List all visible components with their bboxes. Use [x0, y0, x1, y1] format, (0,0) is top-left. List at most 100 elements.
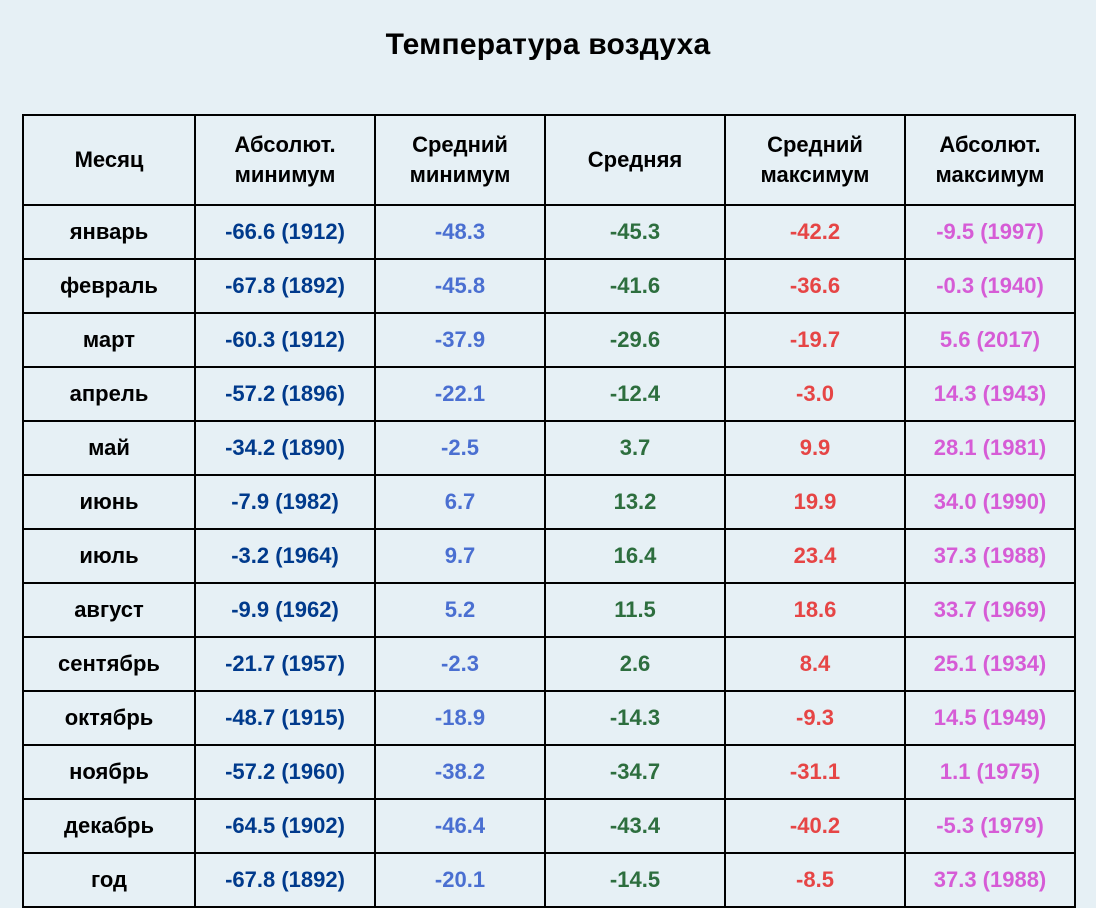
cell-month: июль [23, 529, 195, 583]
cell-month: сентябрь [23, 637, 195, 691]
table-row: май-34.2 (1890)-2.53.79.928.1 (1981) [23, 421, 1075, 475]
table-body: январь-66.6 (1912)-48.3-45.3-42.2-9.5 (1… [23, 205, 1075, 907]
cell-avg-min: -37.9 [375, 313, 545, 367]
cell-avg-min: -46.4 [375, 799, 545, 853]
cell-abs-min: -7.9 (1982) [195, 475, 375, 529]
table-row: август-9.9 (1962)5.211.518.633.7 (1969) [23, 583, 1075, 637]
cell-avg: -41.6 [545, 259, 725, 313]
cell-avg-max: -31.1 [725, 745, 905, 799]
cell-abs-min: -48.7 (1915) [195, 691, 375, 745]
cell-avg: -34.7 [545, 745, 725, 799]
cell-abs-max: -5.3 (1979) [905, 799, 1075, 853]
col-avg-min: Среднийминимум [375, 115, 545, 205]
cell-avg-max: -36.6 [725, 259, 905, 313]
table-row: февраль-67.8 (1892)-45.8-41.6-36.6-0.3 (… [23, 259, 1075, 313]
cell-avg: 11.5 [545, 583, 725, 637]
cell-avg: -29.6 [545, 313, 725, 367]
cell-avg: -45.3 [545, 205, 725, 259]
table-row: июль-3.2 (1964)9.716.423.437.3 (1988) [23, 529, 1075, 583]
cell-avg-max: -40.2 [725, 799, 905, 853]
cell-abs-min: -3.2 (1964) [195, 529, 375, 583]
cell-avg: -14.3 [545, 691, 725, 745]
cell-month: март [23, 313, 195, 367]
cell-avg-max: -9.3 [725, 691, 905, 745]
table-row: сентябрь-21.7 (1957)-2.32.68.425.1 (1934… [23, 637, 1075, 691]
cell-month: ноябрь [23, 745, 195, 799]
cell-avg-min: -2.3 [375, 637, 545, 691]
cell-abs-max: 34.0 (1990) [905, 475, 1075, 529]
table-row: апрель-57.2 (1896)-22.1-12.4-3.014.3 (19… [23, 367, 1075, 421]
cell-month: январь [23, 205, 195, 259]
cell-avg: 16.4 [545, 529, 725, 583]
cell-avg-min: 9.7 [375, 529, 545, 583]
cell-avg-min: -22.1 [375, 367, 545, 421]
cell-avg-max: -19.7 [725, 313, 905, 367]
cell-avg-min: -20.1 [375, 853, 545, 907]
table-row: октябрь-48.7 (1915)-18.9-14.3-9.314.5 (1… [23, 691, 1075, 745]
cell-abs-min: -64.5 (1902) [195, 799, 375, 853]
table-row: январь-66.6 (1912)-48.3-45.3-42.2-9.5 (1… [23, 205, 1075, 259]
cell-avg-min: 5.2 [375, 583, 545, 637]
cell-avg-min: -18.9 [375, 691, 545, 745]
cell-avg: 2.6 [545, 637, 725, 691]
cell-month: апрель [23, 367, 195, 421]
cell-abs-min: -57.2 (1896) [195, 367, 375, 421]
cell-abs-max: -9.5 (1997) [905, 205, 1075, 259]
cell-abs-max: 33.7 (1969) [905, 583, 1075, 637]
cell-month: декабрь [23, 799, 195, 853]
cell-month: октябрь [23, 691, 195, 745]
cell-abs-min: -34.2 (1890) [195, 421, 375, 475]
table-row: март-60.3 (1912)-37.9-29.6-19.75.6 (2017… [23, 313, 1075, 367]
cell-abs-max: 1.1 (1975) [905, 745, 1075, 799]
cell-avg-min: -45.8 [375, 259, 545, 313]
cell-avg: 3.7 [545, 421, 725, 475]
cell-month: год [23, 853, 195, 907]
cell-abs-max: 37.3 (1988) [905, 853, 1075, 907]
temperature-table: Месяц Абсолют.минимум Среднийминимум Сре… [22, 114, 1076, 908]
cell-month: май [23, 421, 195, 475]
table-row: год-67.8 (1892)-20.1-14.5-8.537.3 (1988) [23, 853, 1075, 907]
cell-avg-min: -38.2 [375, 745, 545, 799]
cell-month: август [23, 583, 195, 637]
col-abs-min: Абсолют.минимум [195, 115, 375, 205]
cell-avg-max: 9.9 [725, 421, 905, 475]
cell-abs-min: -57.2 (1960) [195, 745, 375, 799]
cell-month: июнь [23, 475, 195, 529]
cell-avg: -43.4 [545, 799, 725, 853]
cell-abs-min: -60.3 (1912) [195, 313, 375, 367]
cell-abs-min: -67.8 (1892) [195, 853, 375, 907]
cell-abs-min: -21.7 (1957) [195, 637, 375, 691]
cell-avg-max: -3.0 [725, 367, 905, 421]
cell-avg-max: 19.9 [725, 475, 905, 529]
cell-avg-max: -42.2 [725, 205, 905, 259]
cell-avg-min: 6.7 [375, 475, 545, 529]
table-row: декабрь-64.5 (1902)-46.4-43.4-40.2-5.3 (… [23, 799, 1075, 853]
cell-abs-max: 14.5 (1949) [905, 691, 1075, 745]
table-header: Месяц Абсолют.минимум Среднийминимум Сре… [23, 115, 1075, 205]
cell-abs-max: 37.3 (1988) [905, 529, 1075, 583]
cell-month: февраль [23, 259, 195, 313]
page-title: Температура воздуха [22, 28, 1074, 62]
table-row: ноябрь-57.2 (1960)-38.2-34.7-31.11.1 (19… [23, 745, 1075, 799]
cell-abs-max: -0.3 (1940) [905, 259, 1075, 313]
cell-avg: -14.5 [545, 853, 725, 907]
cell-abs-max: 25.1 (1934) [905, 637, 1075, 691]
col-abs-max: Абсолют.максимум [905, 115, 1075, 205]
cell-abs-max: 14.3 (1943) [905, 367, 1075, 421]
cell-abs-max: 5.6 (2017) [905, 313, 1075, 367]
cell-avg: -12.4 [545, 367, 725, 421]
col-avg-max: Средниймаксимум [725, 115, 905, 205]
cell-avg-min: -48.3 [375, 205, 545, 259]
cell-abs-min: -66.6 (1912) [195, 205, 375, 259]
cell-abs-min: -67.8 (1892) [195, 259, 375, 313]
table-row: июнь-7.9 (1982)6.713.219.934.0 (1990) [23, 475, 1075, 529]
cell-abs-max: 28.1 (1981) [905, 421, 1075, 475]
cell-avg-min: -2.5 [375, 421, 545, 475]
cell-avg-max: 18.6 [725, 583, 905, 637]
cell-avg-max: 8.4 [725, 637, 905, 691]
col-month: Месяц [23, 115, 195, 205]
cell-avg-max: -8.5 [725, 853, 905, 907]
page: Температура воздуха Месяц Абсолют.миниму… [0, 0, 1096, 812]
cell-avg-max: 23.4 [725, 529, 905, 583]
cell-abs-min: -9.9 (1962) [195, 583, 375, 637]
